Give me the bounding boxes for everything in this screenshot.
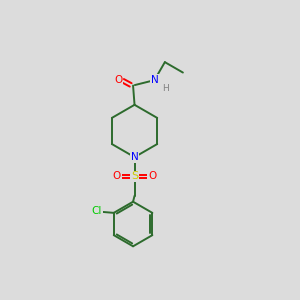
Text: O: O [112, 172, 121, 182]
Text: O: O [114, 75, 122, 85]
Text: Cl: Cl [91, 206, 102, 216]
Text: H: H [162, 84, 169, 93]
Text: O: O [148, 172, 157, 182]
Text: N: N [151, 75, 158, 85]
Text: N: N [131, 152, 138, 162]
Text: S: S [131, 172, 138, 182]
